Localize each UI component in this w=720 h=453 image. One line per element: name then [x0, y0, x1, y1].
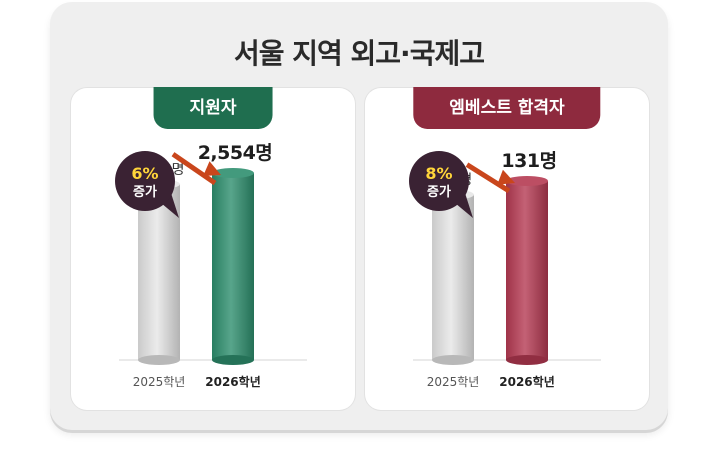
bubble-circle [115, 151, 175, 211]
passers-panel: 엠베스트 합격자 2025학년121명2026학년131명8%증가 [365, 87, 649, 410]
bar-body [212, 173, 254, 360]
increase-percent: 8% [425, 164, 452, 183]
bar-2026학년 [506, 175, 548, 365]
bar-base [432, 355, 474, 365]
passers-chart: 2025학년121명2026학년131명8%증가 [409, 150, 601, 389]
increase-bubble: 6% 증가 [115, 151, 179, 218]
arrow-shaft [171, 152, 217, 186]
bar-base [212, 355, 254, 365]
increase-arrow [465, 162, 515, 194]
value-label: 131명 [501, 150, 556, 172]
arrow-shaft [465, 162, 511, 194]
increase-percent: 6% [131, 164, 158, 183]
bar-cap [506, 175, 548, 186]
bar-2025학년 [432, 189, 474, 365]
value-label: 2,554명 [198, 142, 273, 164]
increase-label: 증가 [133, 185, 157, 200]
page-title: 서울 지역 외고·국제고 [234, 37, 485, 70]
bar-cap [212, 168, 254, 179]
bar-body [138, 184, 180, 360]
increase-arrow [171, 152, 221, 186]
bar-body [506, 180, 548, 360]
category-label: 2025학년 [427, 375, 480, 389]
infographic-card: 서울 지역 외고·국제고 지원자 2025학년2,402명2026학년2,554… [50, 2, 668, 430]
arrow-head [497, 169, 515, 185]
bar-body [432, 194, 474, 360]
applicants-tab: 지원자 [153, 87, 273, 129]
bubble-circle [409, 151, 469, 211]
arrow-head [203, 161, 221, 176]
bar-base [506, 355, 548, 365]
category-label: 2026학년 [499, 374, 554, 389]
bar-base [138, 355, 180, 365]
increase-label: 증가 [427, 185, 451, 200]
category-label: 2026학년 [205, 374, 260, 389]
increase-bubble: 8% 증가 [409, 151, 473, 218]
passers-tab: 엠베스트 합격자 [413, 87, 601, 129]
bar-2026학년 [212, 168, 254, 365]
category-label: 2025학년 [133, 375, 186, 389]
